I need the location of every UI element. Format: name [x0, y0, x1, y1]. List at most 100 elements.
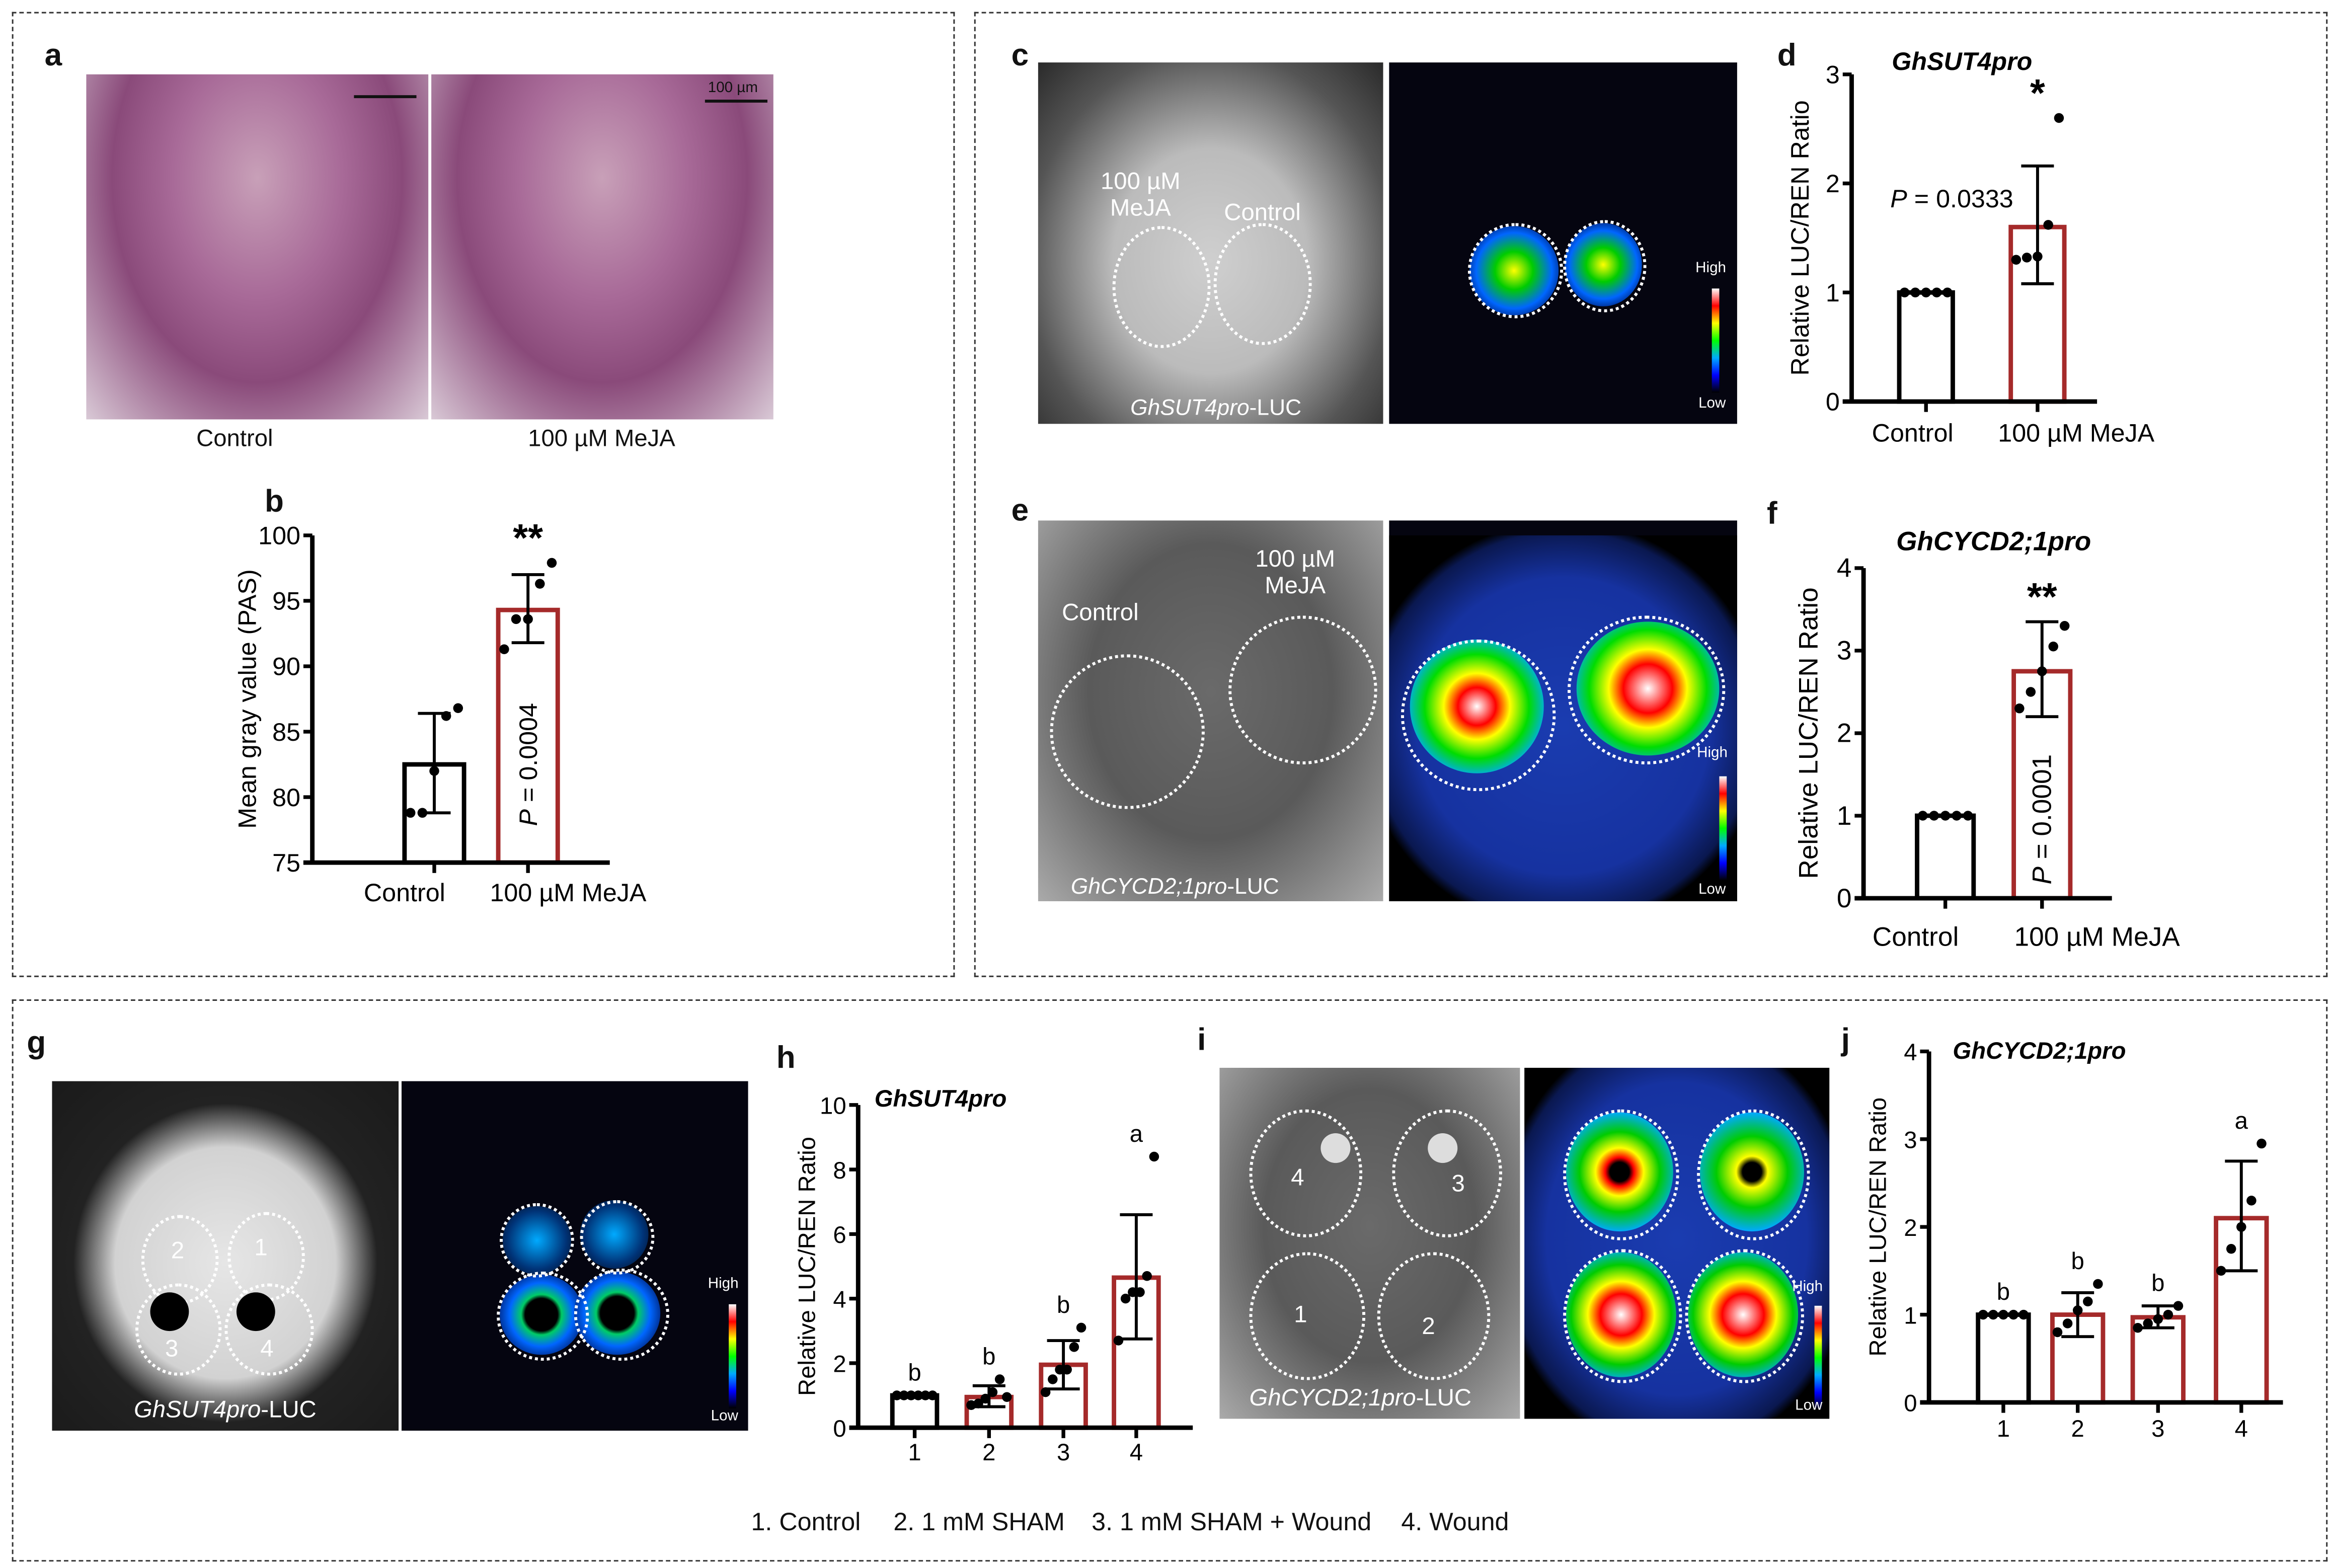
group-legend: 1. Control 2. 1 mM SHAM 3. 1 mM SHAM + Wou…: [751, 1508, 1509, 1538]
roi: [1563, 1249, 1682, 1383]
y-tick-label: 10: [820, 1093, 846, 1120]
data-point: [2014, 703, 2025, 714]
construct-name: GhSUT4pro: [133, 1398, 261, 1424]
roi-control: [1213, 223, 1312, 345]
roi: [1685, 1249, 1804, 1383]
data-point: [913, 1390, 923, 1400]
roi-label: 2: [1422, 1314, 1435, 1340]
data-point: [1929, 811, 1939, 821]
colorbar-low: Low: [1698, 882, 1726, 899]
data-point: [2043, 220, 2053, 230]
data-point: [1942, 287, 1953, 297]
data-point: [2246, 1196, 2257, 1206]
data-point: [1062, 1364, 1072, 1375]
data-point: [2133, 1322, 2143, 1333]
colorbar-high: High: [708, 1276, 739, 1293]
roi-3: [1392, 1109, 1502, 1237]
colorbar-high: High: [1697, 745, 1728, 762]
bar: [1976, 1312, 2031, 1405]
data-point: [899, 1390, 909, 1400]
x-tick-label: 100 µM MeJA: [1998, 419, 2154, 447]
y-tick-label: 4: [833, 1286, 846, 1313]
panel-label-c: c: [1011, 38, 1029, 73]
roi-label: 4: [1291, 1166, 1304, 1192]
chart-title: GhCYCD2;1pro: [1896, 526, 2091, 556]
y-axis-label: Relative LUC/REN Ratio: [1794, 587, 1823, 879]
significance-marker: **: [513, 516, 543, 560]
construct-label: GhCYCD2;1pro-LUC: [1071, 875, 1279, 900]
y-tick-label: 0: [833, 1416, 846, 1442]
y-axis-label: Mean gray value (PAS): [238, 569, 261, 829]
group-letter: b: [1997, 1279, 2010, 1305]
chart-title: GhCYCD2;1pro: [1953, 1038, 2126, 1064]
data-point: [906, 1390, 916, 1400]
data-point: [1048, 1374, 1058, 1384]
y-tick-label: 6: [833, 1222, 846, 1248]
caption-control: Control: [196, 427, 273, 452]
data-point: [2072, 1305, 2083, 1315]
data-point: [1002, 1392, 1012, 1402]
data-point: [1952, 811, 1962, 821]
data-point: [973, 1398, 983, 1408]
y-tick-label: 1: [1826, 279, 1840, 307]
construct-label: GhCYCD2;1pro-LUC: [1250, 1386, 1472, 1413]
x-tick-label: Control: [364, 879, 445, 907]
construct-suffix: -LUC: [1227, 874, 1279, 900]
roi: [1697, 1109, 1810, 1240]
colorbar-low: Low: [711, 1408, 738, 1425]
x-tick-label: 3: [1057, 1439, 1070, 1466]
data-point: [1940, 811, 1951, 821]
data-point: [2022, 253, 2032, 263]
chart-title: GhSUT4pro: [1892, 47, 2032, 75]
legend-item: 2. 1 mM SHAM: [893, 1508, 1065, 1536]
y-tick-label: 4: [1904, 1039, 1917, 1066]
data-point: [547, 558, 557, 568]
data-point: [2033, 251, 2043, 262]
construct-label: GhSUT4pro-LUC: [134, 1398, 317, 1425]
data-point: [1931, 287, 1942, 297]
significance-marker: *: [2030, 71, 2045, 115]
construct-name: GhCYCD2;1pro: [1249, 1386, 1416, 1412]
scale-bar: [705, 100, 767, 102]
roi-3: [135, 1283, 222, 1376]
group-letter: b: [2071, 1248, 2084, 1275]
y-tick-label: 1: [1904, 1302, 1917, 1329]
data-point: [2062, 1318, 2073, 1328]
bar: [890, 1393, 940, 1430]
data-point: [1988, 1309, 1998, 1320]
data-point: [2153, 1314, 2163, 1324]
construct-name: GhCYCD2;1pro: [1070, 874, 1227, 900]
data-point: [1113, 1336, 1124, 1346]
intensity-colorbar: [1719, 776, 1727, 881]
data-point: [2163, 1309, 2173, 1320]
group-letter: b: [1057, 1292, 1070, 1318]
data-point: [2143, 1318, 2153, 1328]
roi-meja: [1228, 615, 1377, 765]
data-point: [2048, 642, 2058, 652]
x-tick-label: 4: [2235, 1416, 2248, 1442]
construct-suffix: -LUC: [1416, 1386, 1472, 1412]
data-point: [499, 644, 509, 654]
panel-label-a: a: [44, 38, 62, 73]
data-point: [1998, 1309, 2008, 1320]
roi: [580, 1200, 655, 1275]
data-point: [429, 766, 439, 776]
data-point: [405, 808, 416, 818]
panel-group-ab: [12, 12, 955, 977]
data-point: [1978, 1309, 1988, 1320]
data-point: [1142, 1271, 1152, 1281]
roi-control: [1050, 654, 1205, 809]
chart-b: 75 80 85 90 95 100 Control 100 µM MeJA Mean gray…: [238, 516, 647, 907]
panel-label-i: i: [1197, 1023, 1206, 1058]
leaf-brightfield-g: 2 1 3 4 GhSUT4pro-LUC: [52, 1081, 399, 1431]
data-point: [892, 1390, 902, 1400]
data-point: [2037, 666, 2047, 676]
data-point: [2008, 1309, 2018, 1320]
data-point: [1076, 1322, 1086, 1333]
data-point: [2216, 1266, 2226, 1276]
y-tick-label: 2: [1904, 1215, 1917, 1241]
data-point: [2236, 1222, 2246, 1232]
luminescence-image-g: High Low: [401, 1081, 748, 1431]
